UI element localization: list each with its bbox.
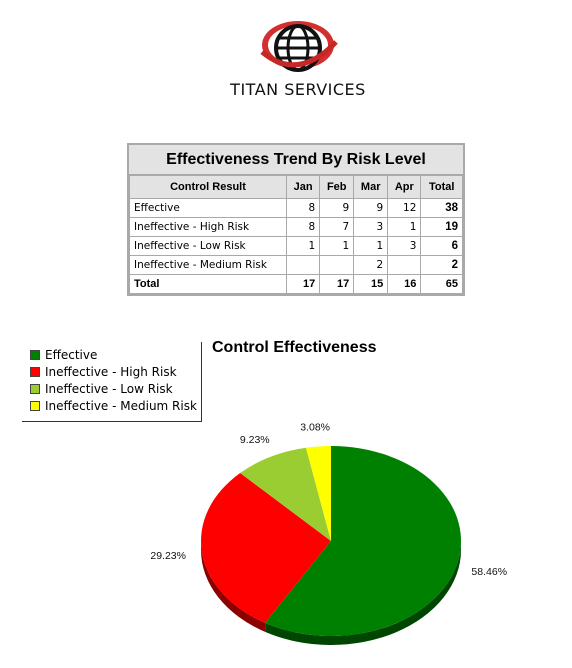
pie-slice — [200, 473, 331, 623]
legend-swatch — [30, 366, 40, 377]
table-total-row: Total 17 17 15 16 65 — [129, 274, 463, 294]
legend-label: Ineffective - High Risk — [45, 364, 177, 379]
total-feb: 17 — [319, 274, 355, 294]
header-jan: Jan — [285, 175, 321, 199]
pie-slice — [305, 446, 331, 541]
legend-label: Ineffective - Low Risk — [45, 381, 173, 396]
pie-slice — [240, 447, 331, 541]
header-feb: Feb — [319, 175, 355, 199]
legend-item: Ineffective - Medium Risk — [30, 397, 201, 414]
legend-item: Ineffective - High Risk — [30, 363, 201, 380]
total-apr: 16 — [387, 274, 422, 294]
header-mar: Mar — [353, 175, 389, 199]
logo-wordmark: TITAN SERVICES — [230, 80, 366, 99]
legend-label: Ineffective - Medium Risk — [45, 398, 197, 413]
effectiveness-trend-table: Effectiveness Trend By Risk Level Contro… — [127, 143, 465, 296]
row-label: Ineffective - Low Risk — [129, 236, 287, 256]
cell-jan: 8 — [285, 198, 321, 218]
cell-total: 19 — [420, 217, 463, 237]
globe-logo-icon — [260, 21, 338, 72]
pie-slice-side — [201, 541, 266, 632]
row-label: Effective — [129, 198, 287, 218]
total-jan: 17 — [285, 274, 321, 294]
table-title: Effectiveness Trend By Risk Level — [129, 145, 463, 175]
legend-item: Effective — [30, 346, 201, 363]
pie-slice-label: 29.23% — [150, 550, 186, 562]
header-control-result: Control Result — [129, 175, 287, 199]
total-mar: 15 — [353, 274, 389, 294]
table-header-row: Control Result Jan Feb Mar Apr Total — [129, 175, 463, 199]
table-row: Ineffective - Low Risk 1 1 1 3 6 — [129, 236, 463, 256]
legend-item: Ineffective - Low Risk — [30, 380, 201, 397]
pie-slice — [265, 446, 461, 636]
legend-swatch — [30, 383, 40, 394]
header-total: Total — [420, 175, 463, 199]
pie-slice-label: 3.08% — [300, 422, 330, 434]
total-label: Total — [129, 274, 287, 294]
pie-slice-label: 9.23% — [240, 434, 270, 446]
total-grand: 65 — [420, 274, 463, 294]
chart-legend: Effective Ineffective - High Risk Ineffe… — [22, 342, 202, 422]
legend-label: Effective — [45, 347, 98, 362]
pie-slice-side — [265, 541, 461, 645]
titan-logo: TITAN SERVICES — [218, 12, 378, 102]
legend-swatch — [30, 400, 40, 411]
header-apr: Apr — [387, 175, 422, 199]
legend-swatch — [30, 349, 40, 360]
pie-slice-label: 58.46% — [471, 566, 507, 578]
chart-title: Control Effectiveness — [212, 339, 377, 356]
